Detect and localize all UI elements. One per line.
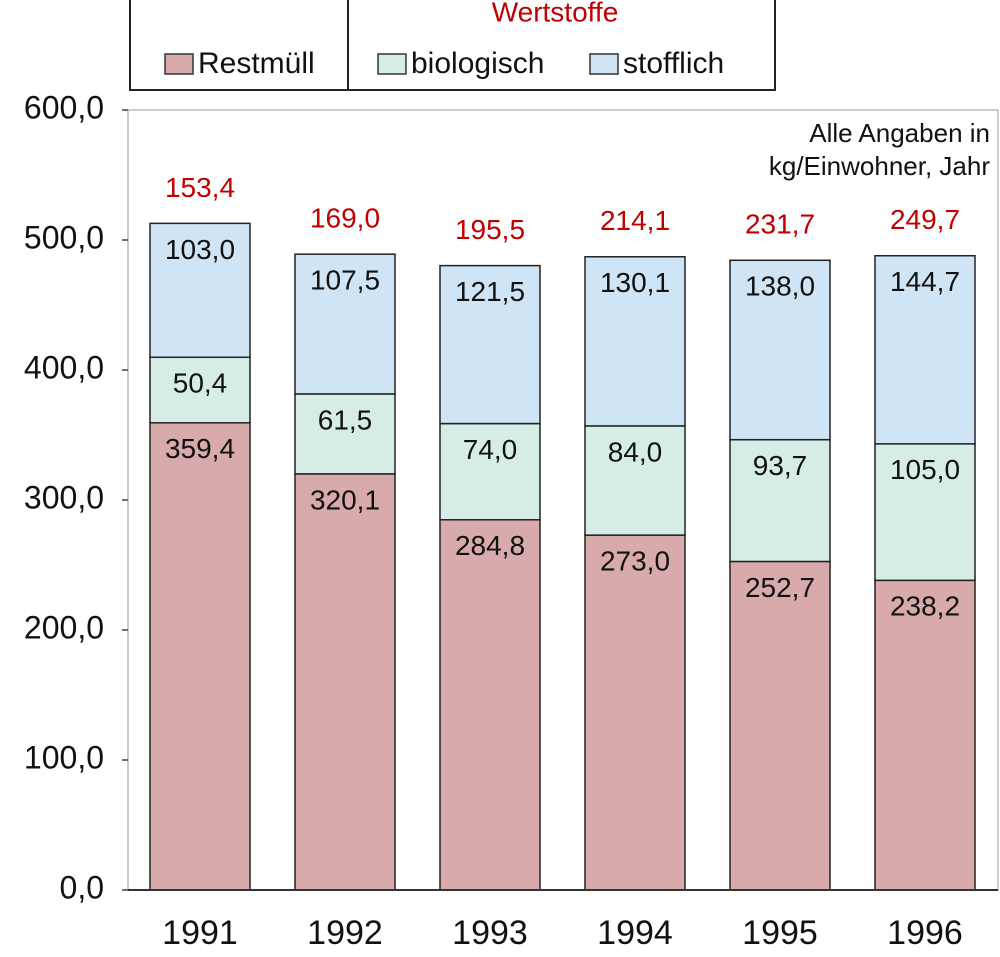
bar-segment	[149, 356, 251, 424]
legend-box	[129, 0, 776, 91]
annotation: kg/Einwohner, Jahr	[769, 151, 990, 181]
value-label: 284,8	[455, 530, 525, 561]
bar-segment	[294, 253, 396, 395]
value-label: 359,4	[165, 433, 235, 464]
bar-segment	[874, 443, 976, 582]
value-label: 320,1	[310, 484, 380, 515]
total-label: 169,0	[310, 203, 380, 234]
x-tick-label: 1996	[887, 914, 963, 952]
value-label: 121,5	[455, 276, 525, 307]
x-tick-label: 1992	[307, 914, 383, 952]
bar-segment	[729, 560, 831, 891]
bar-segment	[439, 264, 541, 425]
total-label: 231,7	[745, 209, 815, 240]
x-tick-label: 1994	[597, 914, 673, 952]
y-tick-label: 600,0	[24, 89, 104, 125]
bar-segment	[584, 256, 686, 427]
bar-segment	[149, 222, 251, 359]
x-tick-label: 1995	[742, 914, 818, 952]
value-label: 130,1	[600, 267, 670, 298]
value-label: 50,4	[173, 368, 228, 399]
total-label: 195,5	[455, 214, 525, 245]
x-tick-label: 1991	[162, 914, 238, 952]
y-tick-label: 200,0	[24, 609, 104, 645]
annotation: Alle Angaben in	[809, 118, 990, 148]
value-label: 74,0	[463, 434, 518, 465]
value-label: 84,0	[608, 436, 663, 467]
bar-segment	[874, 579, 976, 891]
value-label: 93,7	[753, 450, 808, 481]
bar-segment	[439, 519, 541, 891]
total-label: 214,1	[600, 205, 670, 236]
legend-swatch	[589, 53, 619, 75]
value-label: 103,0	[165, 234, 235, 265]
value-label: 144,7	[890, 266, 960, 297]
y-tick-label: 100,0	[24, 739, 104, 775]
bar-segment	[294, 473, 396, 891]
value-label: 138,0	[745, 271, 815, 302]
bar-segment	[439, 422, 541, 521]
y-tick-label: 0,0	[60, 869, 104, 905]
y-tick-label: 500,0	[24, 219, 104, 255]
legend-swatch	[164, 53, 194, 75]
x-tick-label: 1993	[452, 914, 528, 952]
total-label: 249,7	[890, 204, 960, 235]
legend-group-title: Wertstoffe	[492, 0, 619, 27]
bar-segment	[149, 422, 251, 891]
bar-segment	[729, 259, 831, 441]
legend-label: Restmüll	[198, 47, 315, 80]
value-label: 238,2	[890, 591, 960, 622]
legend-swatch	[377, 53, 407, 75]
bar-segment	[584, 534, 686, 891]
value-label: 273,0	[600, 545, 670, 576]
legend-label: biologisch	[411, 47, 544, 80]
value-label: 105,0	[890, 454, 960, 485]
plot-frame	[127, 109, 999, 891]
bar-segment	[584, 425, 686, 536]
y-tick-label: 400,0	[24, 349, 104, 385]
bar-segment	[874, 254, 976, 445]
value-label: 252,7	[745, 572, 815, 603]
value-label: 107,5	[310, 265, 380, 296]
y-tick-label: 300,0	[24, 479, 104, 515]
total-label: 153,4	[165, 172, 235, 203]
value-label: 61,5	[318, 404, 373, 435]
legend-label: stofflich	[623, 47, 724, 80]
